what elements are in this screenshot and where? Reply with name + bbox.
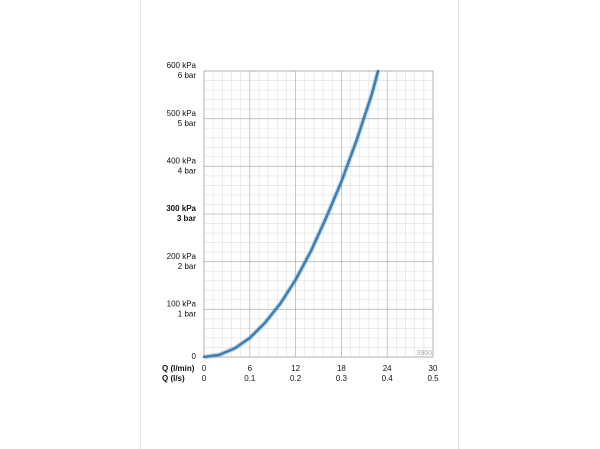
x-tick-label: 0: [202, 364, 207, 373]
x2-tick-label: 0.1: [244, 374, 256, 383]
plot-border: [203, 70, 434, 358]
x-tick-label: 24: [383, 364, 392, 373]
labels: Q (l/min) Q (l/s) 3960 0 100 kPa 200 kPa 30…: [162, 61, 439, 383]
y-tick-label: 500 kPa: [167, 109, 197, 118]
y2-tick-label: 3 bar: [177, 214, 196, 223]
y-tick-label: 600 kPa: [167, 61, 197, 70]
x-tick-label: 30: [429, 364, 438, 373]
x2-axis-label: Q (l/s): [162, 374, 185, 383]
y-tick-label: 100 kPa: [167, 299, 197, 308]
x-tick-label: 6: [248, 364, 253, 373]
y-tick-label: 200 kPa: [167, 252, 197, 261]
y2-tick-label: 5 bar: [178, 119, 197, 128]
annotation: 3960: [416, 350, 432, 357]
y2-tick-label: 2 bar: [178, 262, 197, 271]
x2-tick-label: 0.2: [290, 374, 302, 383]
y-tick-label: 300 kPa: [166, 204, 196, 213]
y2-tick-label: 6 bar: [178, 71, 197, 80]
x-tick-label: 18: [337, 364, 346, 373]
y2-tick-label: 4 bar: [178, 166, 197, 175]
marks: [202, 69, 381, 360]
y2-tick-label: 1 bar: [178, 309, 197, 318]
curve: [202, 69, 380, 359]
x2-tick-label: 0.3: [336, 374, 348, 383]
y-tick-label: 0: [192, 352, 197, 361]
x2-tick-label: 0.4: [382, 374, 394, 383]
x2-tick-label: 0.5: [427, 374, 439, 383]
x-axis-label: Q (l/min): [162, 364, 195, 373]
grid: [203, 70, 434, 358]
x2-tick-label: 0: [202, 374, 207, 383]
x-tick-label: 12: [291, 364, 300, 373]
y-tick-label: 400 kPa: [167, 156, 197, 165]
